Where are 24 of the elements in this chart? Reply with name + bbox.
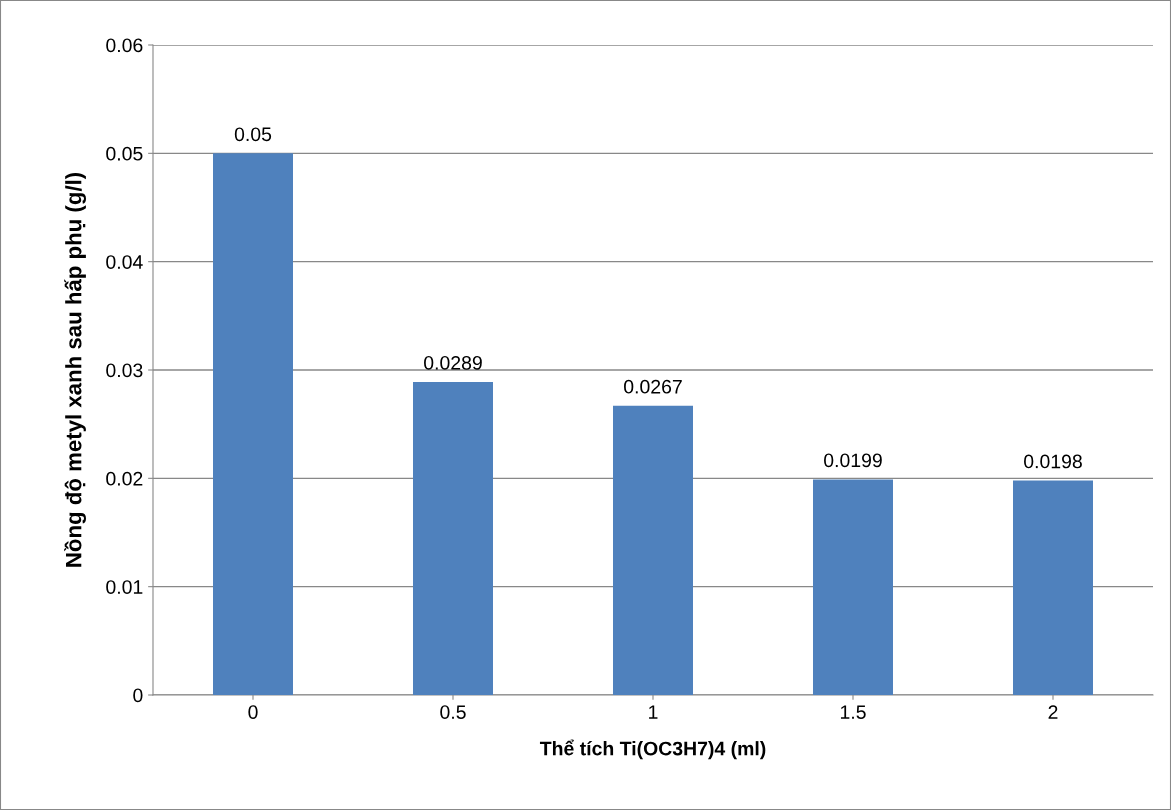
data-label: 0.0289	[424, 355, 482, 370]
bar	[813, 479, 893, 695]
y-tick-label: 0	[133, 688, 143, 703]
y-tick-label: 0.02	[106, 471, 143, 486]
y-tick-label: 0.06	[106, 38, 143, 53]
data-label: 0.0199	[824, 453, 882, 468]
bar	[413, 381, 493, 695]
x-tick-label: 0	[248, 705, 258, 719]
x-tick-label: 2	[1048, 705, 1058, 719]
x-axis-title: Thể tích Ti(OC3H7)4 (ml)	[539, 739, 766, 760]
y-tick-label: 0.01	[106, 580, 143, 594]
data-label: 0.05	[234, 127, 272, 142]
x-tick-label: 1.5	[840, 705, 866, 719]
y-tick-label: 0.03	[106, 363, 143, 378]
data-label: 0.0198	[1024, 454, 1082, 469]
y-tick-label: 0.04	[106, 255, 143, 269]
y-axis-title: Nồng độ metyl xanh sau hấp phụ (g/l)	[64, 172, 86, 567]
bar	[1013, 480, 1093, 695]
bar	[613, 405, 693, 695]
bar	[213, 153, 293, 695]
data-label: 0.0267	[624, 379, 682, 394]
x-tick-label: 1	[649, 705, 658, 719]
y-tick-label: 0.05	[106, 146, 143, 161]
x-tick-label: 0.5	[440, 705, 466, 719]
